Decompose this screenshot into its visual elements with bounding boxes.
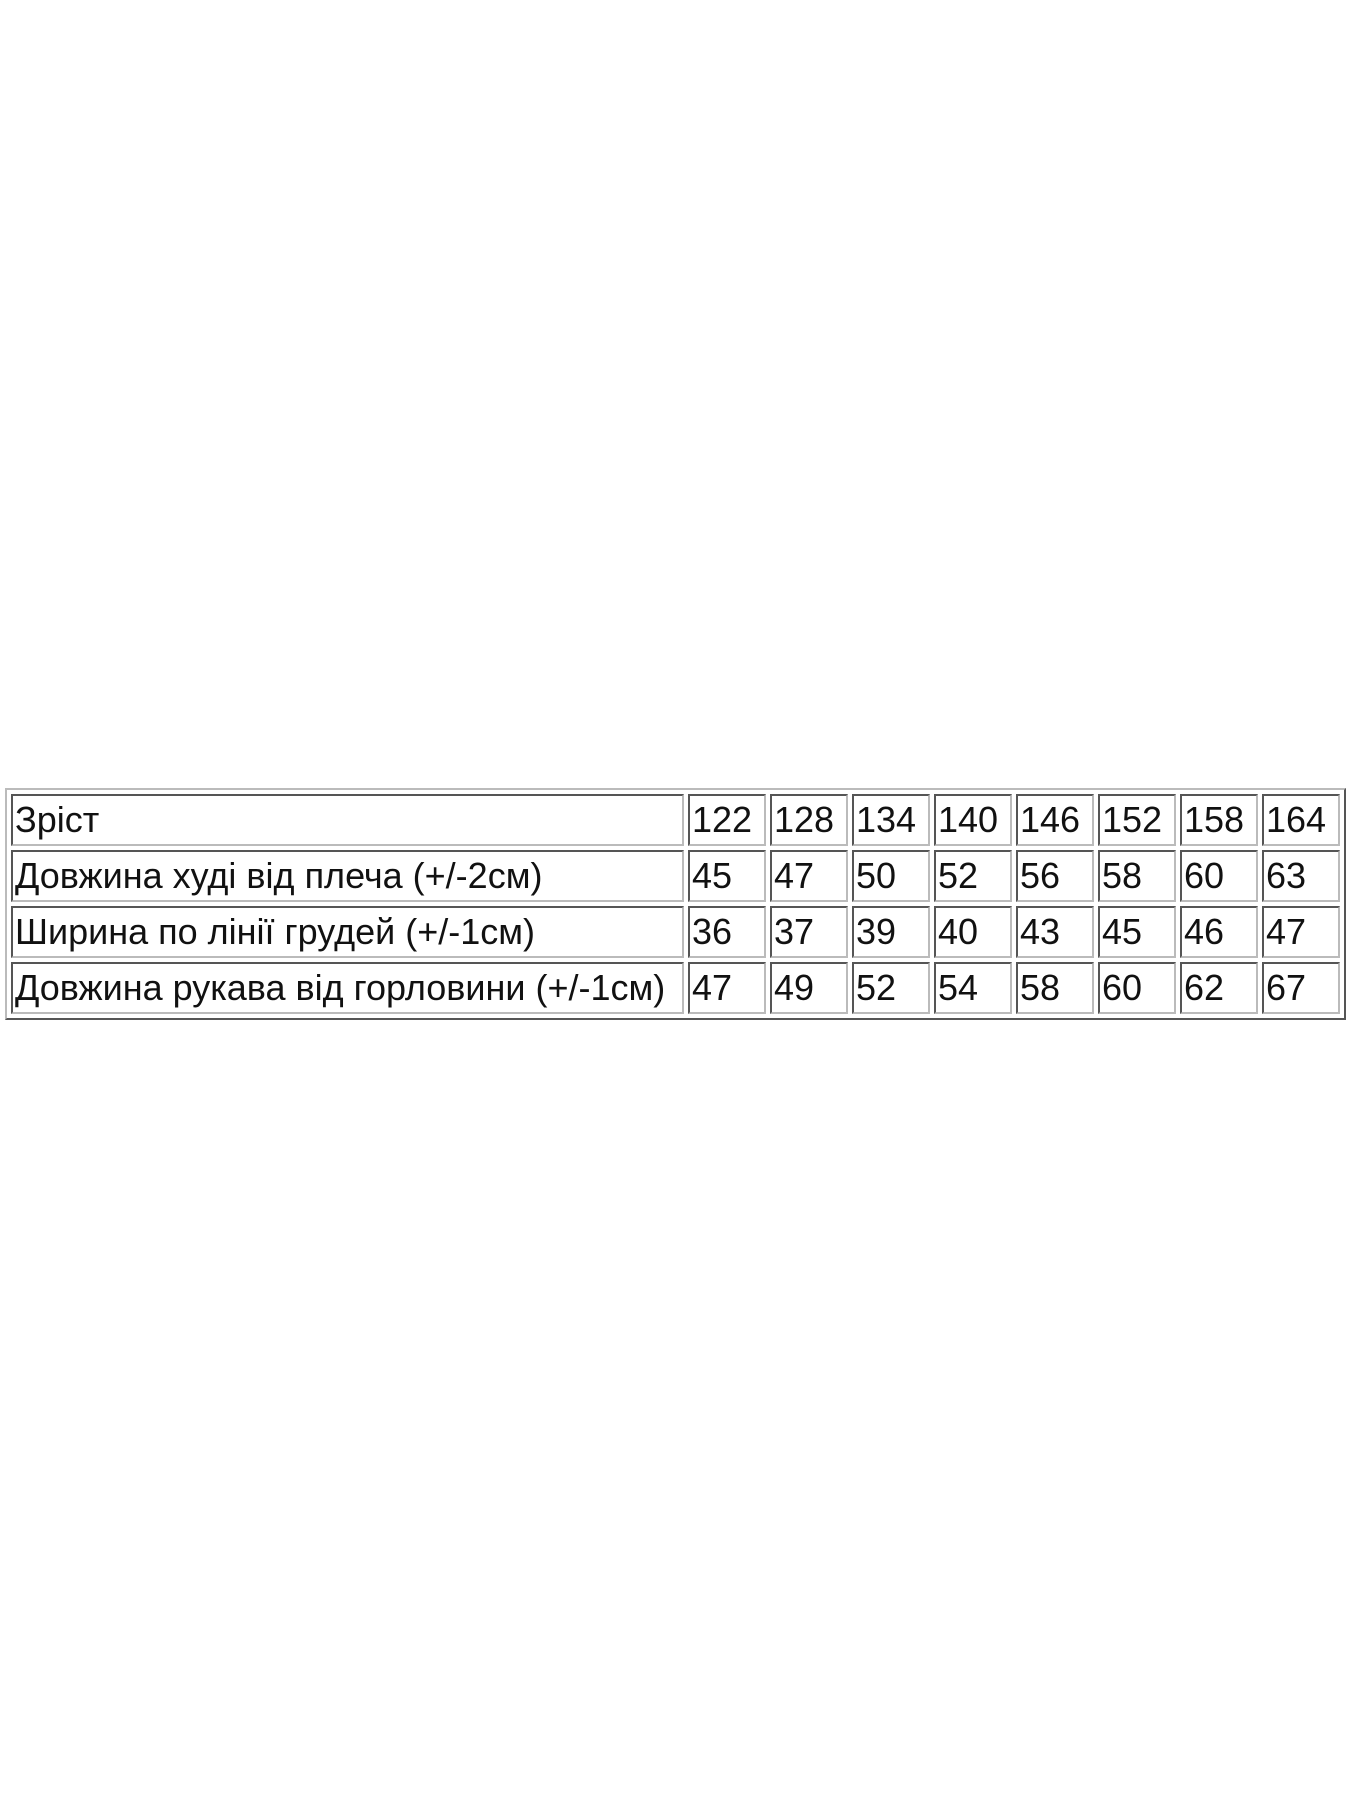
height-cell: 152: [1098, 794, 1176, 846]
value-cell: 60: [1180, 850, 1258, 902]
height-cell: 164: [1262, 794, 1340, 846]
value-cell: 49: [770, 962, 848, 1014]
height-cell: 140: [934, 794, 1012, 846]
value-cell: 47: [1262, 906, 1340, 958]
value-cell: 62: [1180, 962, 1258, 1014]
table-row: Довжина рукава від горловини (+/-1см) 47 4…: [11, 962, 1340, 1014]
row-label: Довжина худі від плеча (+/-2см): [11, 850, 684, 902]
value-cell: 67: [1262, 962, 1340, 1014]
value-cell: 47: [770, 850, 848, 902]
header-row: Зріст 122 128 134 140 146 152 158 164: [11, 794, 1340, 846]
table-row: Довжина худі від плеча (+/-2см) 45 47 50 52 5…: [11, 850, 1340, 902]
value-cell: 58: [1016, 962, 1094, 1014]
value-cell: 47: [688, 962, 766, 1014]
value-cell: 40: [934, 906, 1012, 958]
row-label: Зріст: [11, 794, 684, 846]
table-row: Ширина по лінії грудей (+/-1см) 36 37 39 40 4…: [11, 906, 1340, 958]
size-table: Зріст 122 128 134 140 146 152 158 164 Довжина худ…: [5, 788, 1346, 1020]
value-cell: 39: [852, 906, 930, 958]
height-cell: 134: [852, 794, 930, 846]
value-cell: 58: [1098, 850, 1176, 902]
value-cell: 37: [770, 906, 848, 958]
value-cell: 54: [934, 962, 1012, 1014]
height-cell: 158: [1180, 794, 1258, 846]
value-cell: 63: [1262, 850, 1340, 902]
value-cell: 52: [934, 850, 1012, 902]
value-cell: 50: [852, 850, 930, 902]
value-cell: 46: [1180, 906, 1258, 958]
value-cell: 60: [1098, 962, 1176, 1014]
row-label: Ширина по лінії грудей (+/-1см): [11, 906, 684, 958]
height-cell: 122: [688, 794, 766, 846]
value-cell: 45: [1098, 906, 1176, 958]
value-cell: 45: [688, 850, 766, 902]
value-cell: 43: [1016, 906, 1094, 958]
row-label: Довжина рукава від горловини (+/-1см): [11, 962, 684, 1014]
value-cell: 56: [1016, 850, 1094, 902]
value-cell: 36: [688, 906, 766, 958]
value-cell: 52: [852, 962, 930, 1014]
height-cell: 146: [1016, 794, 1094, 846]
height-cell: 128: [770, 794, 848, 846]
